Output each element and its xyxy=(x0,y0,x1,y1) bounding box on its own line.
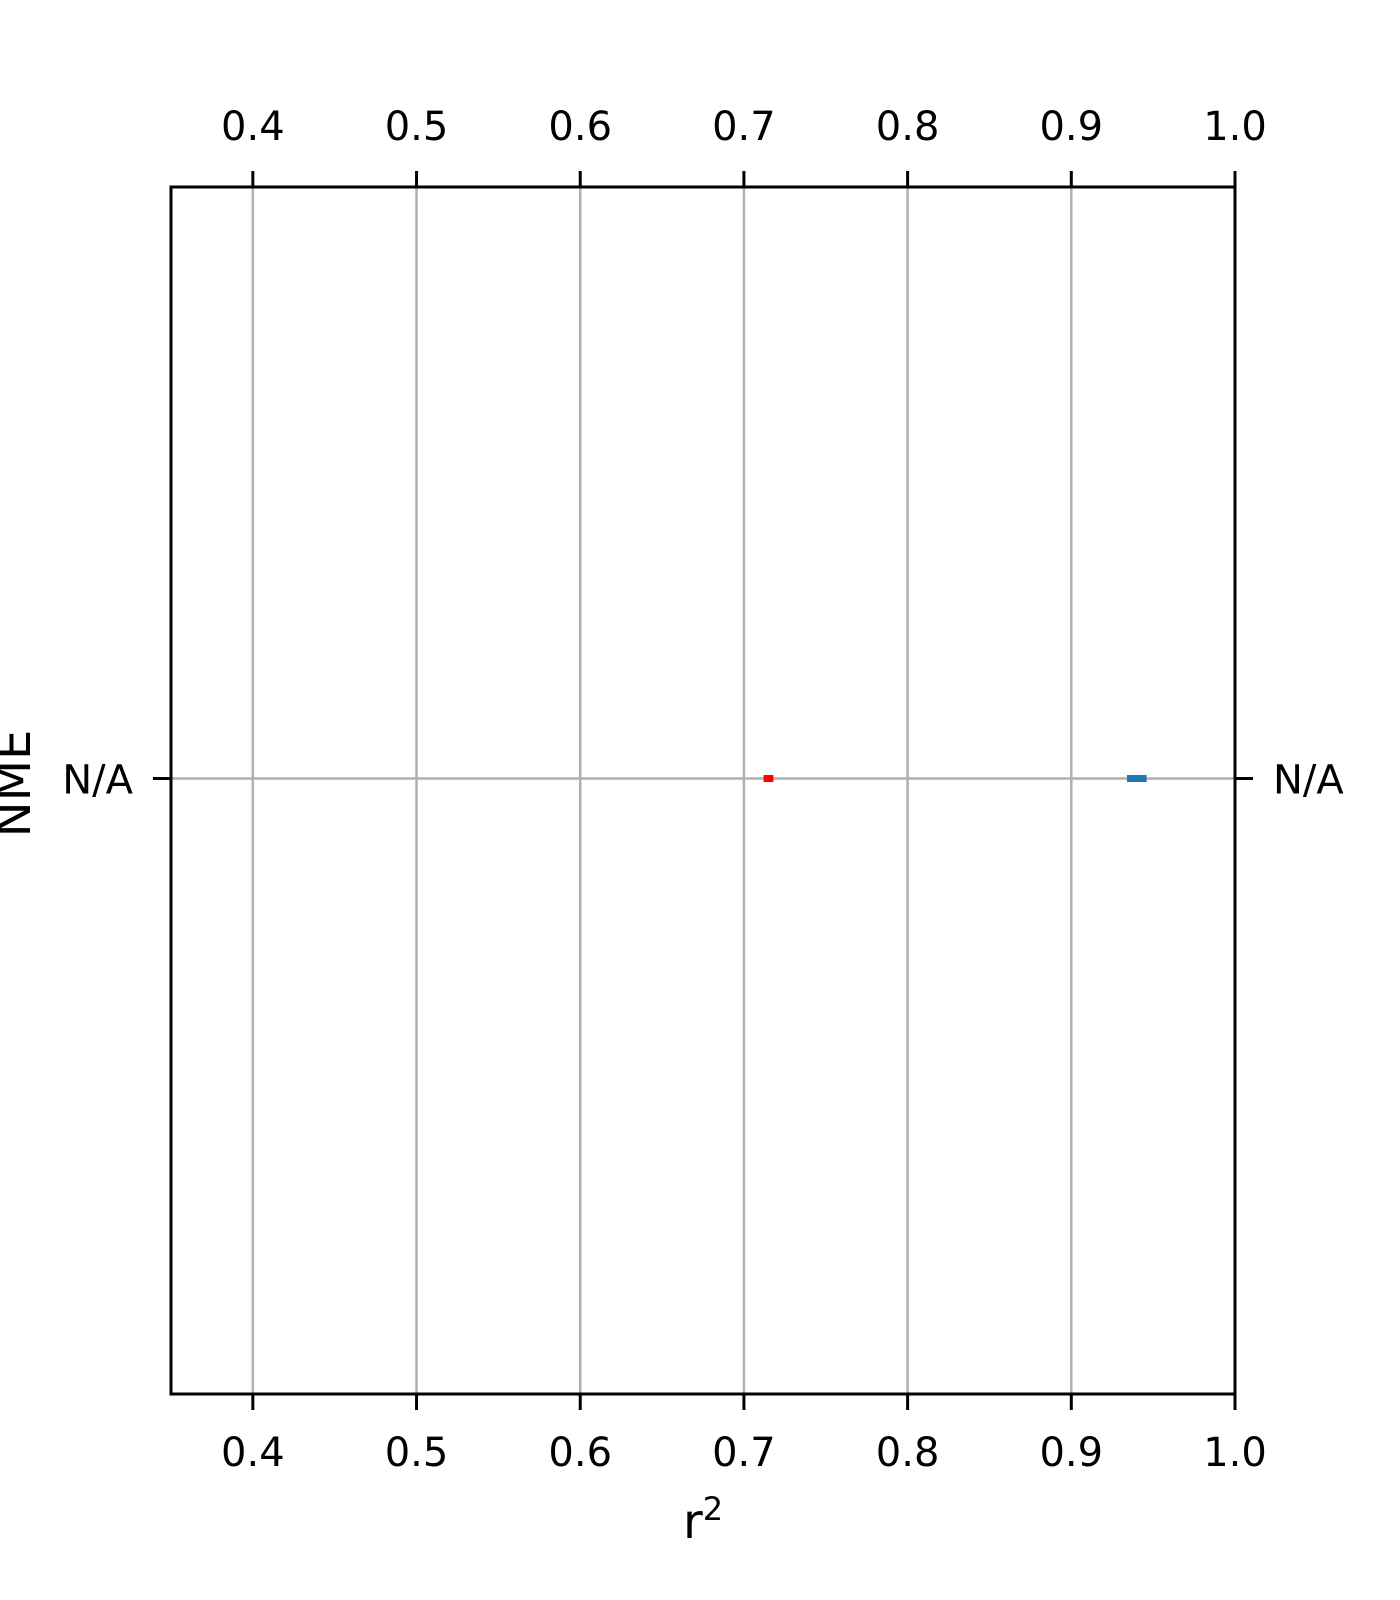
x-tick-label-bottom: 1.0 xyxy=(1203,1430,1267,1476)
x-tick-label-bottom: 0.4 xyxy=(221,1430,285,1476)
x-tick-label-bottom: 0.8 xyxy=(876,1430,940,1476)
x-tick-label-top: 0.7 xyxy=(712,104,776,150)
x-tick-label-top: 1.0 xyxy=(1203,104,1267,150)
x-axis-title: r2 xyxy=(683,1490,723,1550)
y-tick-label-left: N/A xyxy=(62,758,133,804)
y-tick-label-right: N/A xyxy=(1273,758,1344,804)
x-tick-label-bottom: 0.7 xyxy=(712,1430,776,1476)
x-axis-title-superscript: 2 xyxy=(703,1490,723,1528)
label-layer: 0.4 0.4 0.5 0.5 0.6 0.6 0.7 0.7 0.8 0.8 0.9 0.9 1.0 1… xyxy=(62,104,1344,1476)
x-tick-label-top: 0.9 xyxy=(1039,104,1103,150)
plot-frame xyxy=(169,185,1237,1396)
x-tick-label-bottom: 0.6 xyxy=(548,1430,612,1476)
x-tick-label-top: 0.6 xyxy=(548,104,612,150)
grid-layer xyxy=(171,187,1237,1394)
x-tick-label-bottom: 0.5 xyxy=(385,1430,449,1476)
tick-layer xyxy=(153,171,1253,1410)
x-axis-title-base: r xyxy=(683,1494,703,1550)
x-tick-label-top: 0.8 xyxy=(876,104,940,150)
y-axis-title: NME xyxy=(0,730,42,838)
x-tick-label-bottom: 0.9 xyxy=(1039,1430,1103,1476)
x-tick-label-top: 0.4 xyxy=(221,104,285,150)
x-tick-label-top: 0.5 xyxy=(385,104,449,150)
